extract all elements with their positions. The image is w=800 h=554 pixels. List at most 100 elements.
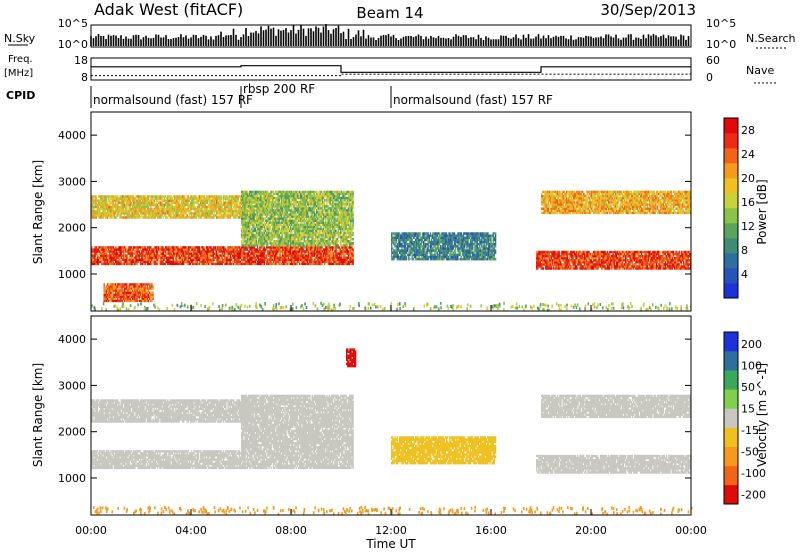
heatmap-cell	[314, 250, 317, 253]
heatmap-cell	[317, 252, 319, 255]
heatmap-cell	[294, 248, 296, 251]
heatmap-cell	[251, 215, 253, 218]
heatmap-cell	[171, 258, 174, 261]
heatmap-cell	[136, 250, 138, 253]
heatmap-cell	[283, 244, 285, 247]
heatmap-cell	[272, 258, 275, 261]
heatmap-cell	[288, 190, 291, 194]
heatmap-cell	[179, 212, 181, 215]
heatmap-cell	[313, 258, 316, 261]
heatmap-cell	[269, 256, 271, 259]
heatmap-cell	[292, 252, 294, 255]
heatmap-cell	[250, 246, 252, 249]
heatmap-cell	[192, 248, 194, 251]
heatmap-cell	[168, 254, 170, 257]
heatmap-cell	[258, 233, 260, 237]
heatmap-cell	[164, 214, 167, 217]
heatmap-cell	[111, 246, 113, 249]
heatmap-cell	[122, 260, 125, 263]
heatmap-cell	[141, 246, 143, 249]
heatmap-cell	[236, 246, 238, 249]
heatmap-cell	[162, 258, 164, 261]
heatmap-cell	[218, 246, 220, 249]
heatmap-cell	[117, 201, 119, 204]
heatmap-cell	[218, 262, 220, 266]
heatmap-cell	[227, 248, 229, 251]
heatmap-cell	[119, 246, 121, 249]
heatmap-cell	[120, 203, 122, 207]
heatmap-cell	[263, 229, 266, 233]
heatmap-cell	[276, 252, 278, 255]
heatmap-cell	[245, 205, 247, 208]
heatmap-cell	[119, 254, 121, 257]
heatmap-cell	[166, 256, 168, 259]
heatmap-cell	[218, 258, 220, 261]
heatmap-cell	[259, 262, 261, 266]
heatmap-cell	[202, 262, 204, 266]
heatmap-cell	[100, 256, 102, 259]
heatmap-cell	[254, 258, 256, 261]
heatmap-cell	[326, 258, 328, 261]
heatmap-cell	[226, 216, 228, 219]
heatmap-cell	[139, 216, 142, 219]
heatmap-cell	[252, 246, 254, 249]
heatmap-cell	[129, 214, 131, 217]
heatmap-cell	[325, 246, 327, 249]
heatmap-cell	[147, 201, 150, 204]
heatmap-cell	[278, 246, 280, 249]
heatmap-cell	[138, 203, 141, 207]
heatmap-cell	[180, 258, 183, 261]
heatmap-cell	[347, 260, 350, 263]
heatmap-cell	[269, 246, 271, 249]
heatmap-cell	[193, 258, 195, 261]
heatmap-cell	[292, 256, 294, 259]
heatmap-cell	[213, 214, 216, 217]
heatmap-cell	[301, 252, 303, 255]
heatmap-cell	[220, 248, 222, 251]
heatmap-cell	[152, 295, 154, 298]
heatmap-cell	[118, 260, 120, 263]
heatmap-cell	[147, 289, 150, 292]
heatmap-cell	[292, 260, 294, 263]
heatmap-cell	[93, 250, 95, 253]
heatmap-cell	[166, 248, 168, 251]
heatmap-cell	[158, 205, 160, 209]
heatmap-cell	[160, 246, 162, 249]
heatmap-cell	[217, 216, 219, 219]
heatmap-cell	[250, 256, 252, 259]
heatmap-cell	[130, 246, 133, 249]
heatmap-cell	[138, 205, 141, 209]
heatmap-cell	[279, 190, 281, 194]
heatmap-cell	[269, 258, 271, 261]
heatmap-cell	[112, 262, 114, 266]
heatmap-cell	[163, 199, 166, 202]
heatmap-cell	[96, 248, 99, 251]
heatmap-cell	[249, 262, 251, 266]
heatmap-cell	[97, 203, 100, 207]
heatmap-cell	[178, 254, 180, 257]
heatmap-cell	[196, 258, 199, 261]
heatmap-cell	[238, 216, 241, 219]
heatmap-cell	[145, 205, 147, 209]
heatmap-cell	[208, 250, 210, 253]
heatmap-cell	[177, 262, 179, 266]
heatmap-cell	[284, 256, 286, 259]
heatmap-cell	[180, 246, 183, 249]
heatmap-cell	[322, 254, 325, 257]
heatmap-cell	[245, 256, 247, 259]
heatmap-cell	[117, 285, 119, 288]
heatmap-cell	[318, 252, 320, 255]
heatmap-cell	[213, 216, 216, 219]
heatmap-cell	[108, 283, 110, 286]
heatmap-cell	[246, 260, 249, 263]
heatmap-cell	[233, 195, 235, 198]
heatmap-cell	[314, 256, 317, 259]
heatmap-cell	[306, 252, 309, 255]
heatmap-cell	[117, 195, 119, 198]
heatmap-cell	[242, 205, 244, 208]
heatmap-cell	[130, 252, 133, 255]
heatmap-cell	[142, 210, 144, 213]
heatmap-cell	[225, 199, 227, 202]
heatmap-cell	[116, 248, 118, 251]
heatmap-cell	[229, 207, 231, 211]
